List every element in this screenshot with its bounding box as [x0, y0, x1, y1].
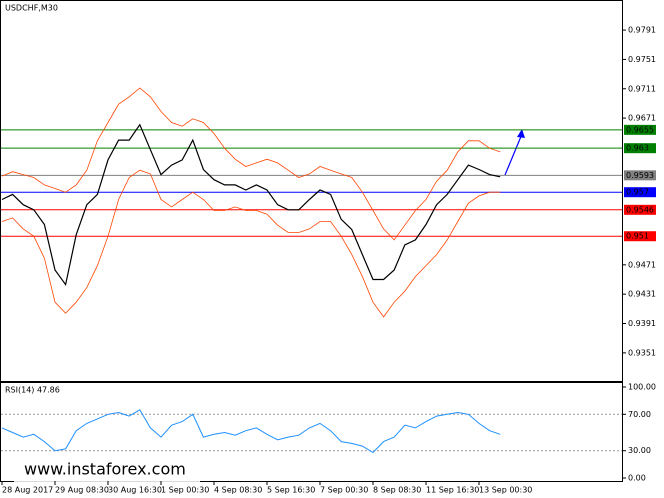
level-label: 0.963 — [626, 144, 649, 153]
band-line — [1, 169, 501, 318]
y-tick-label: 0.9431 — [628, 290, 656, 299]
y-tick-label: 0.9791 — [628, 26, 656, 35]
level-label: 0.957 — [626, 188, 649, 197]
x-tick-label: 30 Aug 16:30 — [108, 486, 162, 495]
x-tick-label: 7 Sep 00:30 — [320, 486, 368, 495]
watermark: www.instaforex.com — [14, 456, 200, 482]
level-label-box — [624, 124, 656, 135]
x-tick-label: 1 Sep 00:30 — [161, 486, 209, 495]
rsi-y-tick-label: 30.00 — [628, 446, 651, 455]
watermark-box — [14, 456, 200, 482]
x-tick-label: 11 Sep 16:30 — [426, 486, 479, 495]
y-tick-label: 0.9471 — [628, 260, 656, 269]
x-tick-label: 8 Sep 08:30 — [373, 486, 421, 495]
level-label-box — [624, 231, 656, 242]
x-tick-label: 5 Sep 16:30 — [267, 486, 315, 495]
rsi-title: RSI(14) 47.86 — [5, 386, 60, 395]
y-tick-label: 0.9351 — [628, 348, 656, 357]
rsi-y-tick-label: 0.00 — [628, 474, 646, 483]
x-tick-label: 4 Sep 08:30 — [214, 486, 262, 495]
level-label-box — [624, 143, 656, 154]
level-label: 0.9546 — [626, 205, 654, 214]
y-tick-label: 0.9751 — [628, 55, 656, 64]
level-label-box — [624, 204, 656, 215]
price-panel — [0, 0, 623, 382]
y-tick-label: 0.9391 — [628, 319, 656, 328]
watermark-text: www.instaforex.com — [24, 460, 186, 479]
chart-title: USDCHF,M30 — [5, 4, 58, 13]
level-label: 0.9593 — [626, 171, 654, 180]
rsi-y-tick-label: 100.00 — [628, 383, 656, 392]
level-label: 0.9655 — [626, 125, 654, 134]
rsi-y-tick-label: 70.00 — [628, 410, 651, 419]
y-tick-label: 0.9671 — [628, 114, 656, 123]
arrow — [504, 133, 523, 176]
y-tick-label: 0.9711 — [628, 84, 656, 93]
level-label: 0.951 — [626, 232, 649, 241]
x-tick-label: 29 Aug 08:30 — [55, 486, 109, 495]
x-tick-label: 13 Sep 00:30 — [479, 486, 532, 495]
level-label-box — [624, 170, 656, 181]
band-line — [1, 87, 501, 241]
level-label-box — [624, 187, 656, 198]
x-tick-label: 28 Aug 2017 — [2, 486, 53, 495]
price-line — [1, 123, 501, 287]
rsi-line — [1, 409, 501, 454]
arrow-head — [517, 129, 525, 138]
